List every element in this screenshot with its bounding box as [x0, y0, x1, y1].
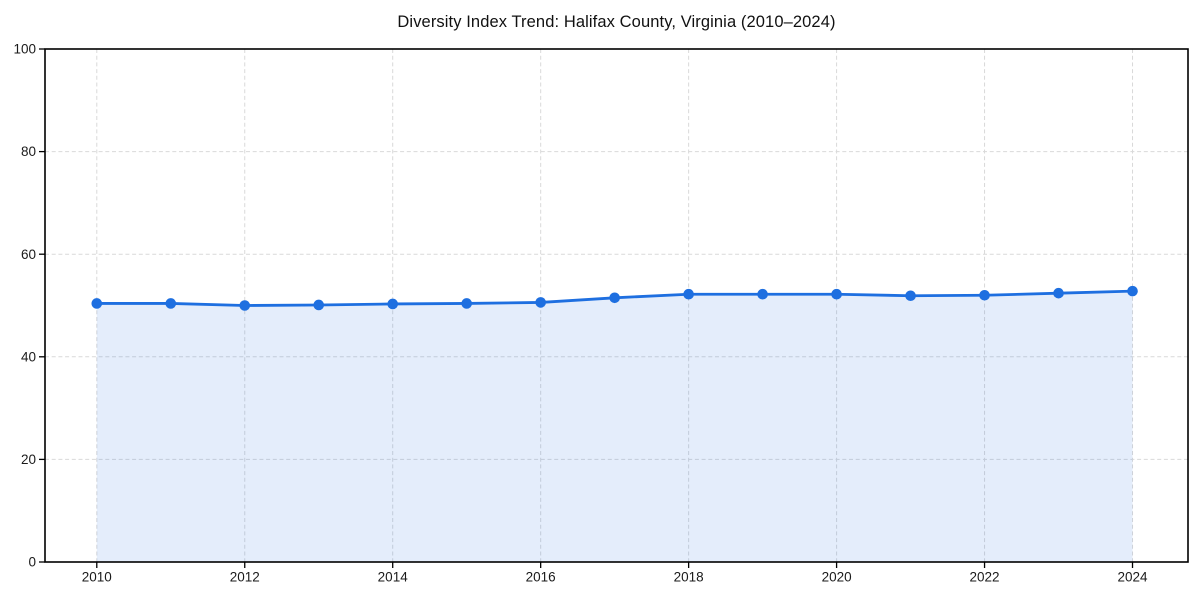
- data-point-marker: [1053, 287, 1064, 299]
- data-point-marker: [979, 289, 990, 301]
- y-axis-tick-label: 40: [21, 349, 36, 364]
- data-point-marker: [905, 290, 916, 302]
- data-point-marker: [757, 288, 768, 300]
- y-axis-tick-label: 60: [21, 247, 36, 262]
- x-axis-tick-label: 2010: [82, 570, 112, 585]
- data-point-marker: [91, 298, 103, 309]
- x-axis-tick-label: 2012: [230, 570, 260, 585]
- data-point-marker: [831, 288, 842, 300]
- y-axis-tick-label: 80: [21, 144, 36, 159]
- x-axis-tick-label: 2014: [378, 570, 409, 585]
- x-axis-tick-label: 2024: [1117, 570, 1148, 585]
- data-point-marker: [165, 298, 177, 309]
- area-fill: [96, 291, 1133, 562]
- plot-border: [44, 48, 1189, 563]
- data-point-marker: [313, 299, 325, 311]
- x-axis-tick-label: 2018: [674, 570, 704, 585]
- chart-title: Diversity Index Trend: Halifax County, V…: [397, 13, 836, 31]
- data-point-marker: [609, 292, 620, 304]
- data-point-marker: [1127, 285, 1138, 297]
- x-axis-tick-label: 2020: [822, 570, 852, 585]
- data-point-marker: [683, 288, 694, 300]
- data-point-marker: [239, 300, 251, 311]
- y-axis-tick-label: 20: [21, 452, 36, 467]
- data-point-marker: [387, 298, 399, 310]
- data-point-marker: [535, 297, 546, 308]
- y-axis-tick-label: 100: [13, 42, 36, 57]
- x-axis-tick-label: 2016: [526, 570, 556, 585]
- data-point-marker: [461, 298, 472, 309]
- y-axis-tick-label: 0: [28, 555, 36, 570]
- x-axis-tick-label: 2022: [970, 570, 1000, 585]
